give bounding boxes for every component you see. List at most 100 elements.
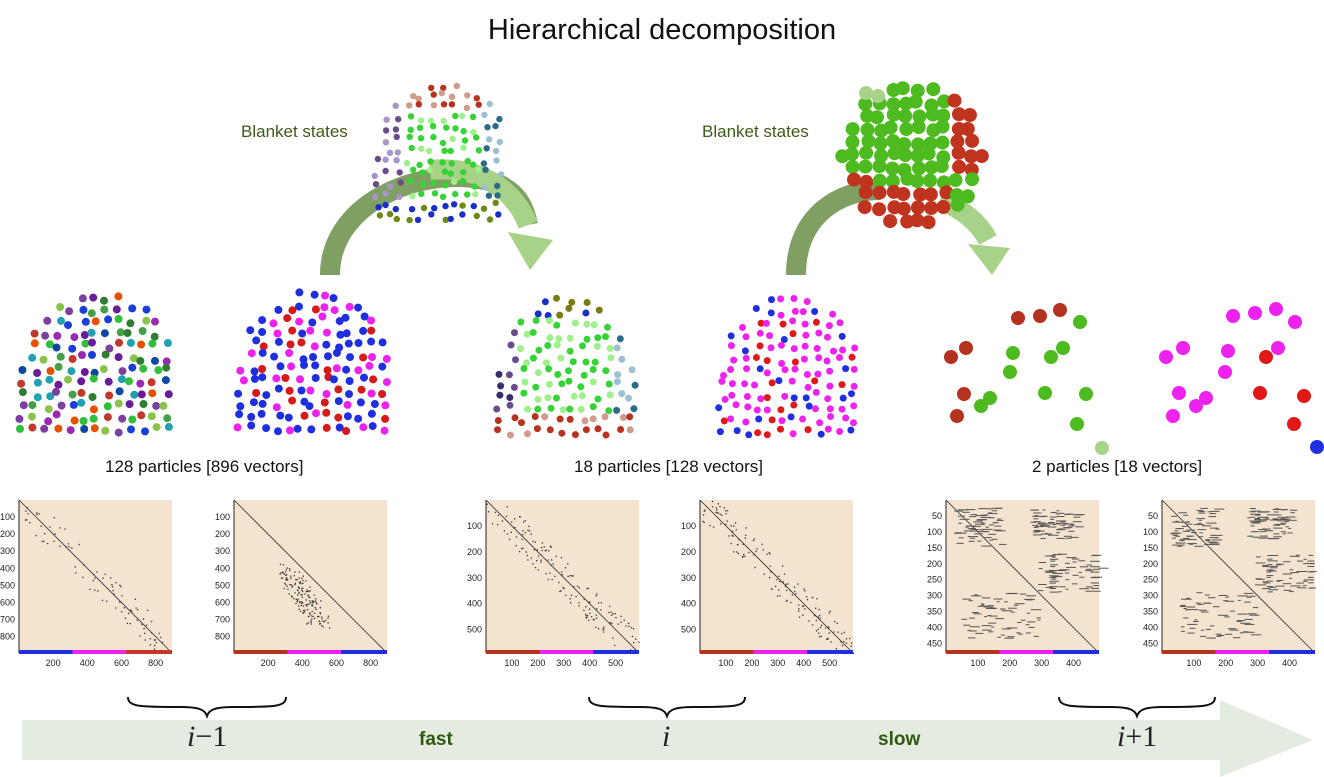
matrix-ytick: 150 [1143,543,1158,553]
matrix-ytick: 300 [467,573,482,583]
adjacency-matrix-2: 100 200 300 400 500 600 700 800 200 400 600 800 [215,499,388,668]
matrix-ytick: 500 [467,625,482,635]
matrix-xtick: 400 [796,658,811,668]
matrix-ytick: 800 [215,632,230,642]
matrix-ytick: 700 [0,615,15,625]
matrix-xtick: 200 [1002,658,1017,668]
matrix-ytick: 400 [467,599,482,609]
matrix-xtick: 100 [1186,658,1201,668]
particles-label-18: 18 particles [128 vectors] [574,457,763,476]
matrix-ytick: 300 [681,573,696,583]
matrix-xtick: 200 [530,658,545,668]
matrix-ytick: 350 [1143,607,1158,617]
matrix-xtick: 100 [718,658,733,668]
matrix-xtick: 400 [1282,658,1297,668]
matrix-xtick: 400 [582,658,597,668]
matrix-xtick: 100 [504,658,519,668]
matrix-xtick: 600 [329,658,344,668]
matrix-ytick: 400 [1143,623,1158,633]
matrix-ytick: 50 [1148,511,1158,521]
matrix-xtick: 800 [363,658,378,668]
adjacency-matrix-1: 100 200 300 400 500 600 700 800 200 400 600 800 [0,499,173,668]
matrix-ytick: 200 [1143,559,1158,569]
matrix-ytick: 50 [932,511,942,521]
matrix-ytick: 100 [927,527,942,537]
matrix-ytick: 700 [215,615,230,625]
matrix-ytick: 400 [681,599,696,609]
matrix-xtick: 400 [80,658,95,668]
scale-label-i: i [662,720,671,753]
matrix-ytick: 400 [0,563,15,573]
matrix-xtick: 600 [114,658,129,668]
matrix-ytick: 100 [215,512,230,522]
adjacency-matrix-6: 50 100 150 200 250 300 350 400 450 100 200 300 400 [1143,499,1317,668]
scale-label-i-plus-1: i+1 [1117,720,1158,753]
matrix-xtick: 200 [261,658,276,668]
particle-cloud-18-markov [715,295,859,439]
matrix-ytick: 200 [681,547,696,557]
speed-label-slow: slow [878,729,921,750]
matrix-ytick: 300 [215,546,230,556]
particle-cloud-18-colored [493,294,639,439]
particle-cloud-blanket-top-right [835,81,989,230]
matrix-ytick: 100 [681,521,696,531]
blanket-states-label-right: Blanket states [702,122,809,141]
matrix-ytick: 250 [927,575,942,585]
matrix-xtick: 300 [556,658,571,668]
adjacency-matrix-5: 50 100 150 200 250 300 350 400 450 100 200 300 400 [927,499,1109,668]
matrix-ytick: 300 [0,546,15,556]
matrix-ytick: 200 [215,529,230,539]
matrix-xtick: 100 [970,658,985,668]
matrix-ytick: 300 [927,591,942,601]
matrix-xtick: 500 [608,658,623,668]
curved-arrow-left [320,159,553,276]
matrix-ytick: 200 [0,529,15,539]
adjacency-matrix-4: 100 200 300 400 500 100 200 300 400 500 [681,499,855,668]
blanket-states-label-left: Blanket states [241,122,348,141]
matrix-xtick: 200 [46,658,61,668]
matrix-ytick: 500 [0,580,15,590]
matrix-xtick: 400 [1066,658,1081,668]
adjacency-matrix-3: 100 200 300 400 500 100 200 300 400 500 [467,499,640,668]
particle-cloud-2-markov [1159,302,1324,454]
matrix-ytick: 450 [1143,638,1158,648]
matrix-ytick: 600 [215,598,230,608]
matrix-ytick: 150 [927,543,942,553]
speed-label-fast: fast [419,729,453,750]
particle-cloud-blanket-top-left [371,82,505,224]
brace-middle [588,696,746,720]
matrix-ytick: 100 [0,512,15,522]
matrix-ytick: 600 [0,598,15,608]
matrix-xtick: 400 [295,658,310,668]
matrix-ytick: 450 [927,638,942,648]
matrix-ytick: 300 [1143,591,1158,601]
matrix-ytick: 400 [927,623,942,633]
timeline-arrow [22,700,1313,777]
matrix-xtick: 300 [1250,658,1265,668]
matrix-xtick: 300 [1034,658,1049,668]
matrix-ytick: 100 [1143,527,1158,537]
particles-label-128: 128 particles [896 vectors] [105,457,304,476]
brace-left [127,696,287,720]
matrix-ytick: 500 [681,625,696,635]
matrix-ytick: 350 [927,607,942,617]
figure-title: Hierarchical decomposition [487,14,837,46]
matrix-xtick: 200 [1218,658,1233,668]
particles-label-2: 2 particles [18 vectors] [1032,457,1203,476]
matrix-ytick: 200 [467,547,482,557]
matrix-ytick: 500 [215,580,230,590]
matrix-xtick: 300 [770,658,785,668]
particle-cloud-2-colored [944,303,1109,455]
particle-cloud-128-markov [233,288,391,436]
matrix-ytick: 250 [1143,575,1158,585]
scale-label-i-minus-1: i−1 [187,720,228,753]
matrix-ytick: 400 [215,563,230,573]
matrix-ytick: 800 [0,632,15,642]
particle-cloud-128-multicolor [15,292,173,437]
matrix-ytick: 200 [927,559,942,569]
matrix-xtick: 200 [744,658,759,668]
brace-right [1058,696,1216,720]
matrix-ytick: 100 [467,521,482,531]
